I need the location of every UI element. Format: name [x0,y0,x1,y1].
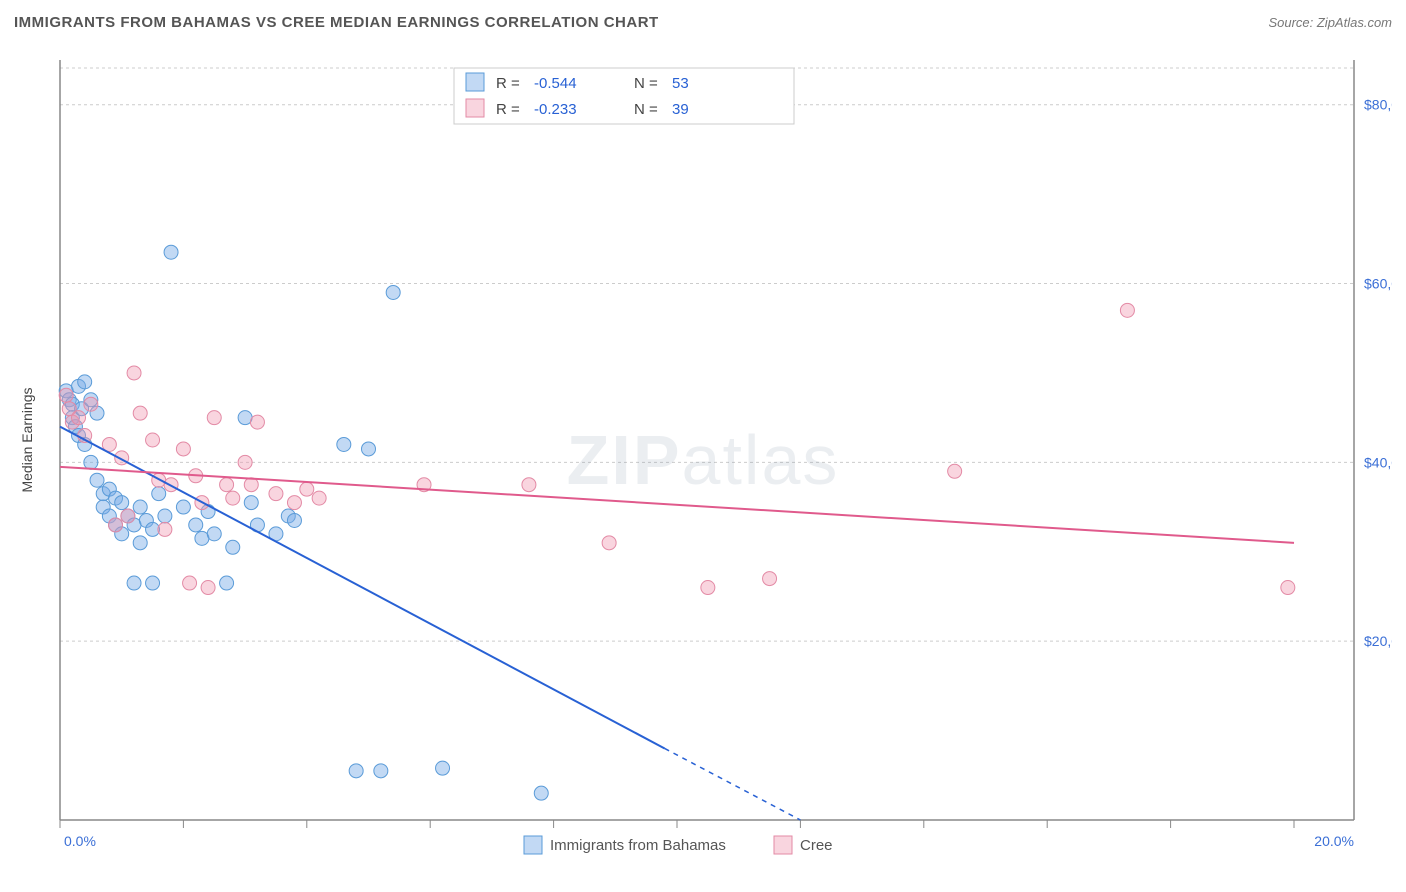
scatter-point-bahamas [133,500,147,514]
scatter-point-bahamas [226,540,240,554]
scatter-point-bahamas [189,518,203,532]
scatter-point-cree [72,411,86,425]
legend-n-value: 53 [672,75,689,92]
y-tick-label: $40,000 [1364,454,1392,470]
scatter-point-bahamas [244,496,258,510]
scatter-point-bahamas [176,500,190,514]
source-label: Source: ZipAtlas.com [1268,15,1392,30]
scatter-point-bahamas [158,509,172,523]
scatter-point-bahamas [287,513,301,527]
scatter-point-bahamas [146,576,160,590]
trendline-bahamas-extrapolation [665,748,801,820]
scatter-point-cree [121,509,135,523]
scatter-point-cree [300,482,314,496]
scatter-point-cree [176,442,190,456]
scatter-point-bahamas [152,487,166,501]
scatter-point-bahamas [133,536,147,550]
chart-title: IMMIGRANTS FROM BAHAMAS VS CREE MEDIAN E… [14,14,659,31]
legend-swatch [466,73,484,91]
scatter-point-cree [522,478,536,492]
scatter-point-cree [1120,303,1134,317]
scatter-point-cree [602,536,616,550]
scatter-point-cree [948,464,962,478]
bottom-legend-label: Cree [800,837,833,854]
scatter-point-cree [250,415,264,429]
correlation-scatter-chart: $20,000 $40,000 $60,000 $80,000 0.0% 20.0% Med… [14,50,1392,878]
scatter-point-bahamas [362,442,376,456]
bottom-legend-label: Immigrants from Bahamas [550,837,726,854]
scatter-point-bahamas [84,455,98,469]
scatter-point-bahamas [90,473,104,487]
scatter-point-cree [238,455,252,469]
x-tick-label-min: 0.0% [64,833,96,849]
scatter-point-bahamas [164,245,178,259]
scatter-point-cree [207,411,221,425]
y-tick-label: $60,000 [1364,276,1392,292]
scatter-point-cree [226,491,240,505]
chart-container: ZIPatlas $20,000$40,000$60,000$80,0000.0… [14,50,1392,878]
legend-n-label: N = [634,75,658,92]
scatter-point-cree [312,491,326,505]
scatter-point-bahamas [534,786,548,800]
scatter-point-cree [269,487,283,501]
scatter-point-bahamas [78,375,92,389]
legend-n-value: 39 [672,101,689,118]
scatter-point-cree [287,496,301,510]
scatter-point-cree [127,366,141,380]
legend-r-value: -0.544 [534,75,577,92]
scatter-point-cree [763,572,777,586]
scatter-point-cree [59,388,73,402]
y-tick-label: $80,000 [1364,97,1392,113]
x-tick-label-max: 20.0% [1314,833,1354,849]
scatter-point-cree [133,406,147,420]
legend-r-value: -0.233 [534,101,577,118]
scatter-point-bahamas [207,527,221,541]
scatter-point-bahamas [220,576,234,590]
scatter-point-bahamas [349,764,363,778]
scatter-point-bahamas [337,437,351,451]
y-axis-label: Median Earnings [19,387,35,492]
legend-swatch [466,99,484,117]
legend-n-label: N = [634,101,658,118]
scatter-point-cree [146,433,160,447]
bottom-legend-swatch [524,836,542,854]
scatter-point-cree [158,522,172,536]
scatter-point-cree [109,518,123,532]
scatter-point-cree [220,478,234,492]
scatter-point-bahamas [115,496,129,510]
scatter-point-cree [1281,581,1295,595]
scatter-point-cree [183,576,197,590]
y-tick-label: $20,000 [1364,633,1392,649]
scatter-point-cree [201,581,215,595]
legend-r-label: R = [496,101,520,118]
scatter-point-cree [701,581,715,595]
scatter-point-bahamas [436,761,450,775]
legend-r-label: R = [496,75,520,92]
scatter-point-bahamas [374,764,388,778]
scatter-point-bahamas [127,576,141,590]
bottom-legend-swatch [774,836,792,854]
scatter-point-cree [84,397,98,411]
scatter-point-bahamas [386,285,400,299]
